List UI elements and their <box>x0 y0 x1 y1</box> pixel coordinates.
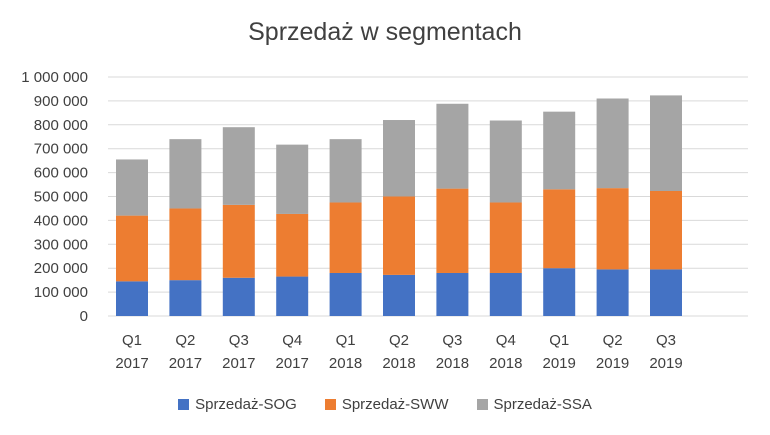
bar-sprzedassa <box>276 144 309 214</box>
bar-sprzedasww <box>329 202 362 273</box>
y-tick-label: 0 <box>80 308 88 325</box>
x-tick-label-quarter: Q3 <box>229 332 249 349</box>
bar-sprzedassa <box>329 139 362 203</box>
bar-sprzedassa <box>222 127 255 205</box>
bar-sprzedasww <box>650 191 682 270</box>
x-tick-label-quarter: Q2 <box>603 332 623 349</box>
x-tick-label-year: 2019 <box>649 355 682 372</box>
legend: Sprzedaż-SOG Sprzedaż-SWW Sprzedaż-SSA <box>0 396 770 413</box>
y-tick-label: 600 000 <box>34 165 88 182</box>
bar-sprzedassa <box>489 120 522 203</box>
bar-sprzedassa <box>436 103 469 189</box>
bar-sprzedasog <box>489 272 522 316</box>
x-tick-label-quarter: Q4 <box>282 332 302 349</box>
y-tick-label: 800 000 <box>34 117 88 134</box>
x-tick-label-year: 2017 <box>222 355 255 372</box>
y-tick-label: 300 000 <box>34 236 88 253</box>
bar-sprzedassa <box>543 111 576 190</box>
bar-sprzedasog <box>169 280 202 316</box>
x-tick-label-quarter: Q3 <box>442 332 462 349</box>
bar-sprzedassa <box>116 159 148 216</box>
chart-title: Sprzedaż w segmentach <box>248 18 522 46</box>
x-tick-label-quarter: Q2 <box>389 332 409 349</box>
bar-sprzedasog <box>650 269 682 316</box>
legend-swatch-sww <box>324 399 336 410</box>
bar-sprzedasog <box>222 277 255 316</box>
legend-item-sww: Sprzedaż-SWW <box>324 396 449 413</box>
legend-label-sww: Sprzedaż-SWW <box>341 396 449 413</box>
bar-sprzedasww <box>543 189 576 269</box>
x-tick-label-year: 2018 <box>382 355 415 372</box>
y-tick-label: 100 000 <box>34 284 88 301</box>
bar-sprzedassa <box>596 98 629 189</box>
x-tick-label-year: 2018 <box>329 355 362 372</box>
x-tick-label-quarter: Q4 <box>496 332 516 349</box>
legend-label-sog: Sprzedaż-SOG <box>195 396 297 413</box>
bar-sprzedasww <box>596 188 629 270</box>
y-tick-label: 400 000 <box>34 212 88 229</box>
legend-item-ssa: Sprzedaż-SSA <box>476 396 592 413</box>
legend-swatch-ssa <box>476 399 488 410</box>
x-tick-label-quarter: Q1 <box>336 332 356 349</box>
x-tick-label-quarter: Q1 <box>122 332 142 349</box>
x-tick-label-year: 2017 <box>276 355 309 372</box>
legend-label-ssa: Sprzedaż-SSA <box>493 396 592 413</box>
bar-sprzedasww <box>436 188 469 273</box>
legend-swatch-sog <box>178 399 190 410</box>
bar-sprzedasww <box>222 204 255 278</box>
legend-item-sog: Sprzedaż-SOG <box>178 396 297 413</box>
bar-sprzedasww <box>276 213 309 277</box>
bar-sprzedasog <box>436 272 469 316</box>
bar-sprzedasog <box>329 272 362 316</box>
y-tick-label: 1 000 000 <box>21 69 88 86</box>
bar-sprzedasog <box>276 276 309 316</box>
y-tick-label: 700 000 <box>34 141 88 158</box>
bar-sprzedasog <box>596 269 629 316</box>
y-tick-label: 900 000 <box>34 93 88 110</box>
bar-sprzedasog <box>383 274 415 316</box>
bar-sprzedassa <box>383 120 415 197</box>
x-tick-label-year: 2018 <box>436 355 469 372</box>
bar-sprzedassa <box>169 139 202 209</box>
bar-sprzedasww <box>116 215 148 282</box>
x-tick-label-quarter: Q2 <box>175 332 195 349</box>
bar-sprzedassa <box>650 95 682 192</box>
bar-sprzedasog <box>116 281 148 316</box>
x-tick-label-year: 2019 <box>596 355 629 372</box>
bar-sprzedasww <box>169 208 202 281</box>
x-tick-label-year: 2018 <box>489 355 522 372</box>
x-tick-label-year: 2017 <box>115 355 148 372</box>
y-tick-label: 500 000 <box>34 189 88 206</box>
bar-sprzedasww <box>383 196 415 275</box>
bar-sprzedasog <box>543 268 576 316</box>
x-tick-label-year: 2017 <box>169 355 202 372</box>
bar-sprzedasww <box>489 202 522 273</box>
x-tick-label-quarter: Q3 <box>656 332 676 349</box>
y-tick-label: 200 000 <box>34 260 88 277</box>
x-tick-label-year: 2019 <box>543 355 576 372</box>
x-tick-label-quarter: Q1 <box>549 332 569 349</box>
